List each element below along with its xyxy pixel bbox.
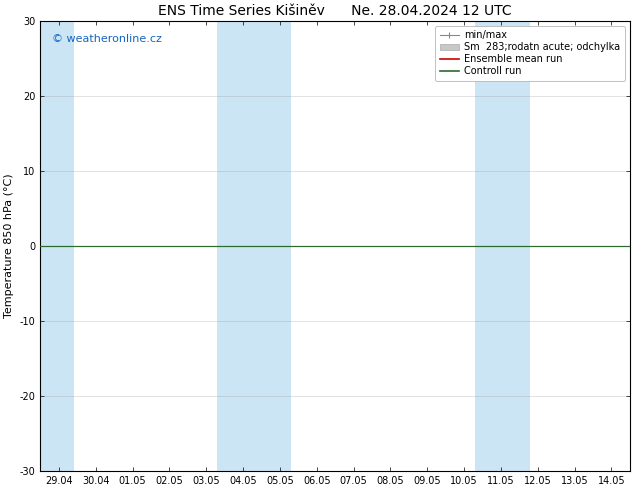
Y-axis label: Temperature 850 hPa (°C): Temperature 850 hPa (°C)	[4, 173, 14, 318]
Title: ENS Time Series Kišiněv      Ne. 28.04.2024 12 UTC: ENS Time Series Kišiněv Ne. 28.04.2024 1…	[158, 4, 512, 18]
Bar	[217, 21, 291, 471]
Bar	[475, 21, 531, 471]
Legend: min/max, Sm  283;rodatn acute; odchylka, Ensemble mean run, Controll run: min/max, Sm 283;rodatn acute; odchylka, …	[435, 25, 625, 81]
Text: © weatheronline.cz: © weatheronline.cz	[52, 34, 162, 44]
Bar	[41, 21, 74, 471]
